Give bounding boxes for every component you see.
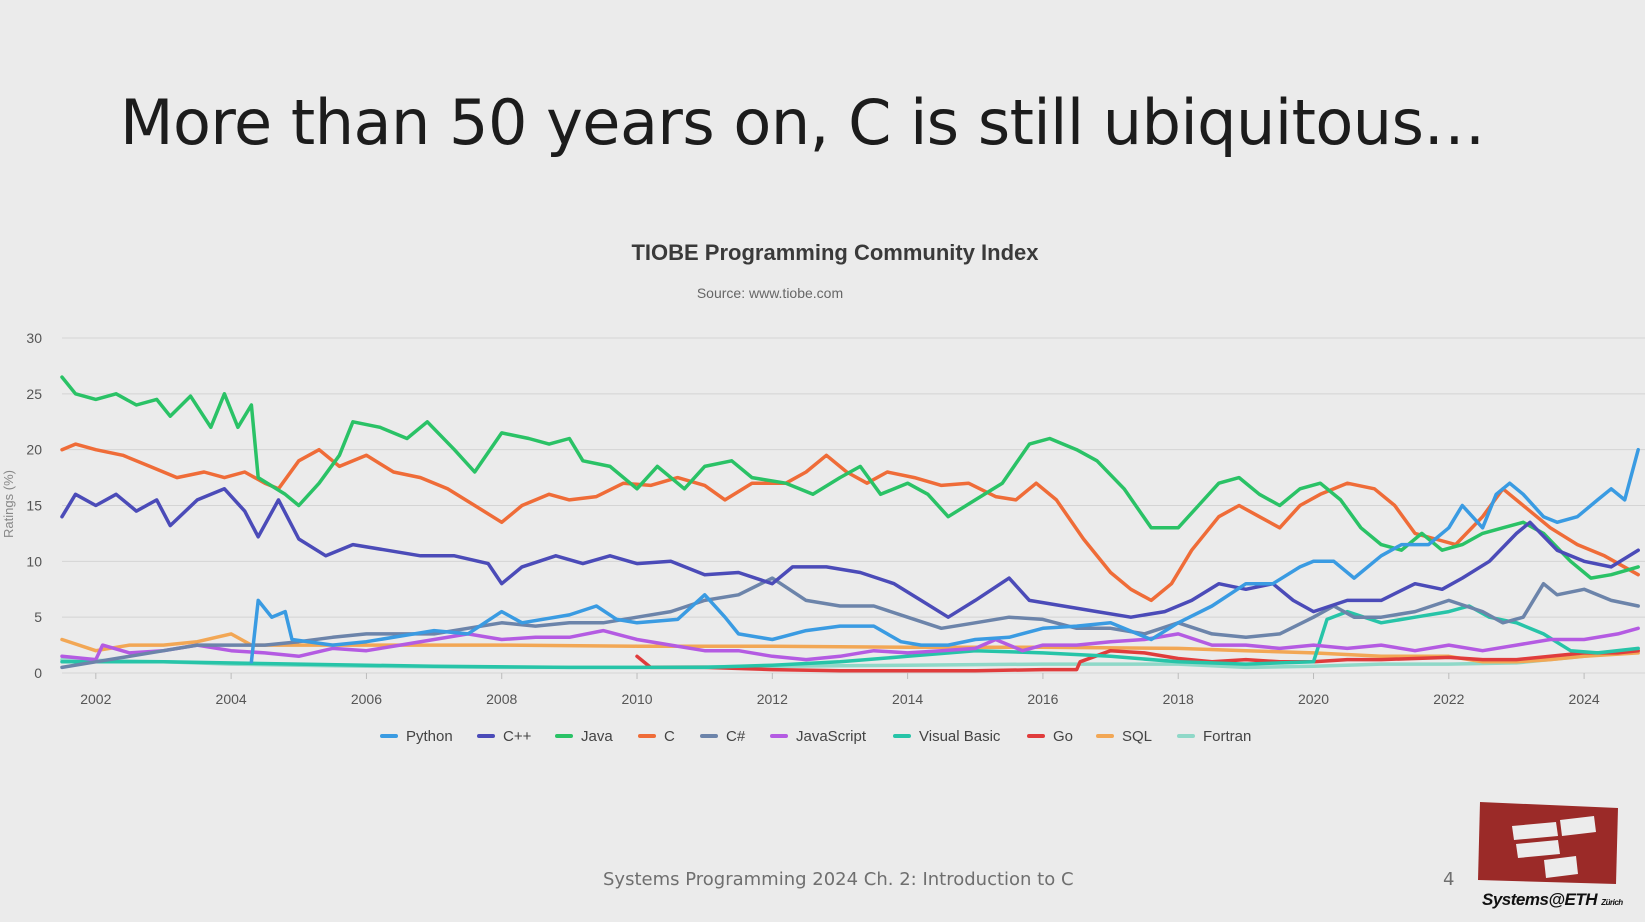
y-axis-label: Ratings (%) [1,470,16,538]
legend-item-label: C [664,728,675,745]
chart-title: TIOBE Programming Community Index [631,240,1039,265]
legend-item-label: Visual Basic [919,728,1001,745]
y-tick-label: 20 [26,442,42,458]
logo-name: Systems@ETH [1482,890,1598,909]
slide-footer: Systems Programming 2024 Ch. 2: Introduc… [603,869,1074,890]
x-tick-label: 2006 [351,691,382,707]
series-line-c- [60,576,1640,670]
legend-item-label: Java [581,728,613,745]
legend-item-label: C# [726,728,746,745]
x-tick-label: 2020 [1298,691,1329,707]
legend-item-label: JavaScript [796,728,867,745]
legend-item-label: Fortran [1203,728,1251,745]
x-tick-label: 2008 [486,691,517,707]
legend-item-label: Go [1053,728,1073,745]
y-tick-label: 30 [26,330,42,346]
series-line-c [60,442,1640,603]
series-line-sql [60,632,1640,664]
legend: Python C++ Java C C# JavaScript Visual Basic Go… [380,728,1251,745]
x-tick-label: 2010 [621,691,652,707]
y-tick-label: 15 [26,498,42,514]
chart-subtitle: Source: www.tiobe.com [697,285,843,301]
x-axis-ticks: 2002 2004 2006 2008 2010 2012 2014 2016 2018 2020… [80,673,1600,707]
x-tick-label: 2014 [892,691,923,707]
y-axis-ticks: 0 5 10 15 20 25 30 [26,330,42,681]
series-line-c- [60,487,1640,619]
y-tick-label: 25 [26,386,42,402]
x-tick-label: 2022 [1433,691,1464,707]
series-line-java [60,375,1640,580]
x-tick-label: 2018 [1163,691,1194,707]
y-tick-label: 5 [34,609,42,625]
legend-item-label: SQL [1122,728,1152,745]
logo-subtext: Zürich [1601,898,1623,907]
x-tick-label: 2016 [1027,691,1058,707]
x-tick-label: 2024 [1569,691,1600,707]
legend-item-label: C++ [503,728,532,745]
slide-title: More than 50 years on, C is still ubiqui… [120,86,1485,159]
y-tick-label: 0 [34,665,42,681]
x-tick-label: 2002 [80,691,111,707]
eth-logo-graphic [1478,802,1618,884]
series-line-javascript [60,626,1640,662]
tiobe-line-chart: TIOBE Programming Community Index Source… [1,240,1645,745]
x-tick-label: 2012 [757,691,788,707]
legend-item-label: Python [406,728,453,745]
x-tick-label: 2004 [216,691,247,707]
page-number: 4 [1443,869,1455,890]
y-tick-label: 10 [26,553,42,569]
grid-lines [62,337,1645,674]
series-lines [60,375,1640,673]
series-line-python [249,447,1640,664]
logo-text: Systems@ETH Zürich [1482,890,1623,910]
